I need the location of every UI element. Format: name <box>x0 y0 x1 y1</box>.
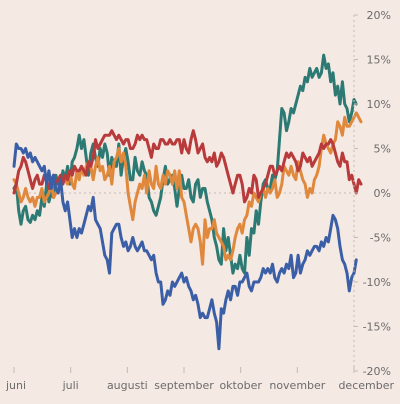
x-tick-label: september <box>154 379 214 392</box>
series-line-3 <box>12 129 363 204</box>
x-tick-label: november <box>269 379 325 392</box>
x-tick-label: juli <box>62 379 79 392</box>
y-tick-label: 10% <box>367 98 391 111</box>
x-tick-label: augusti <box>107 379 148 392</box>
y-tick-label: 20% <box>367 9 391 22</box>
y-tick-label: -15% <box>363 321 391 334</box>
x-tick-label: december <box>338 379 394 392</box>
x-tick-label: oktober <box>219 379 262 392</box>
series-layer <box>12 53 363 351</box>
axis-layer: 20% 15% 10% 5% 0% -5% -10% -15% -20% juni juli augu… <box>5 9 394 392</box>
y-tick-label: -5% <box>370 232 391 245</box>
x-tick-label: juni <box>5 379 26 392</box>
y-tick-label: 5% <box>374 143 391 156</box>
series-line-1 <box>12 53 358 275</box>
series-line-4 <box>12 142 358 351</box>
y-tick-label: 0% <box>374 187 391 200</box>
y-tick-label: -10% <box>363 276 391 289</box>
y-tick-label: 15% <box>367 54 391 67</box>
y-tick-label: -20% <box>363 365 391 378</box>
series-line-2 <box>12 111 363 266</box>
